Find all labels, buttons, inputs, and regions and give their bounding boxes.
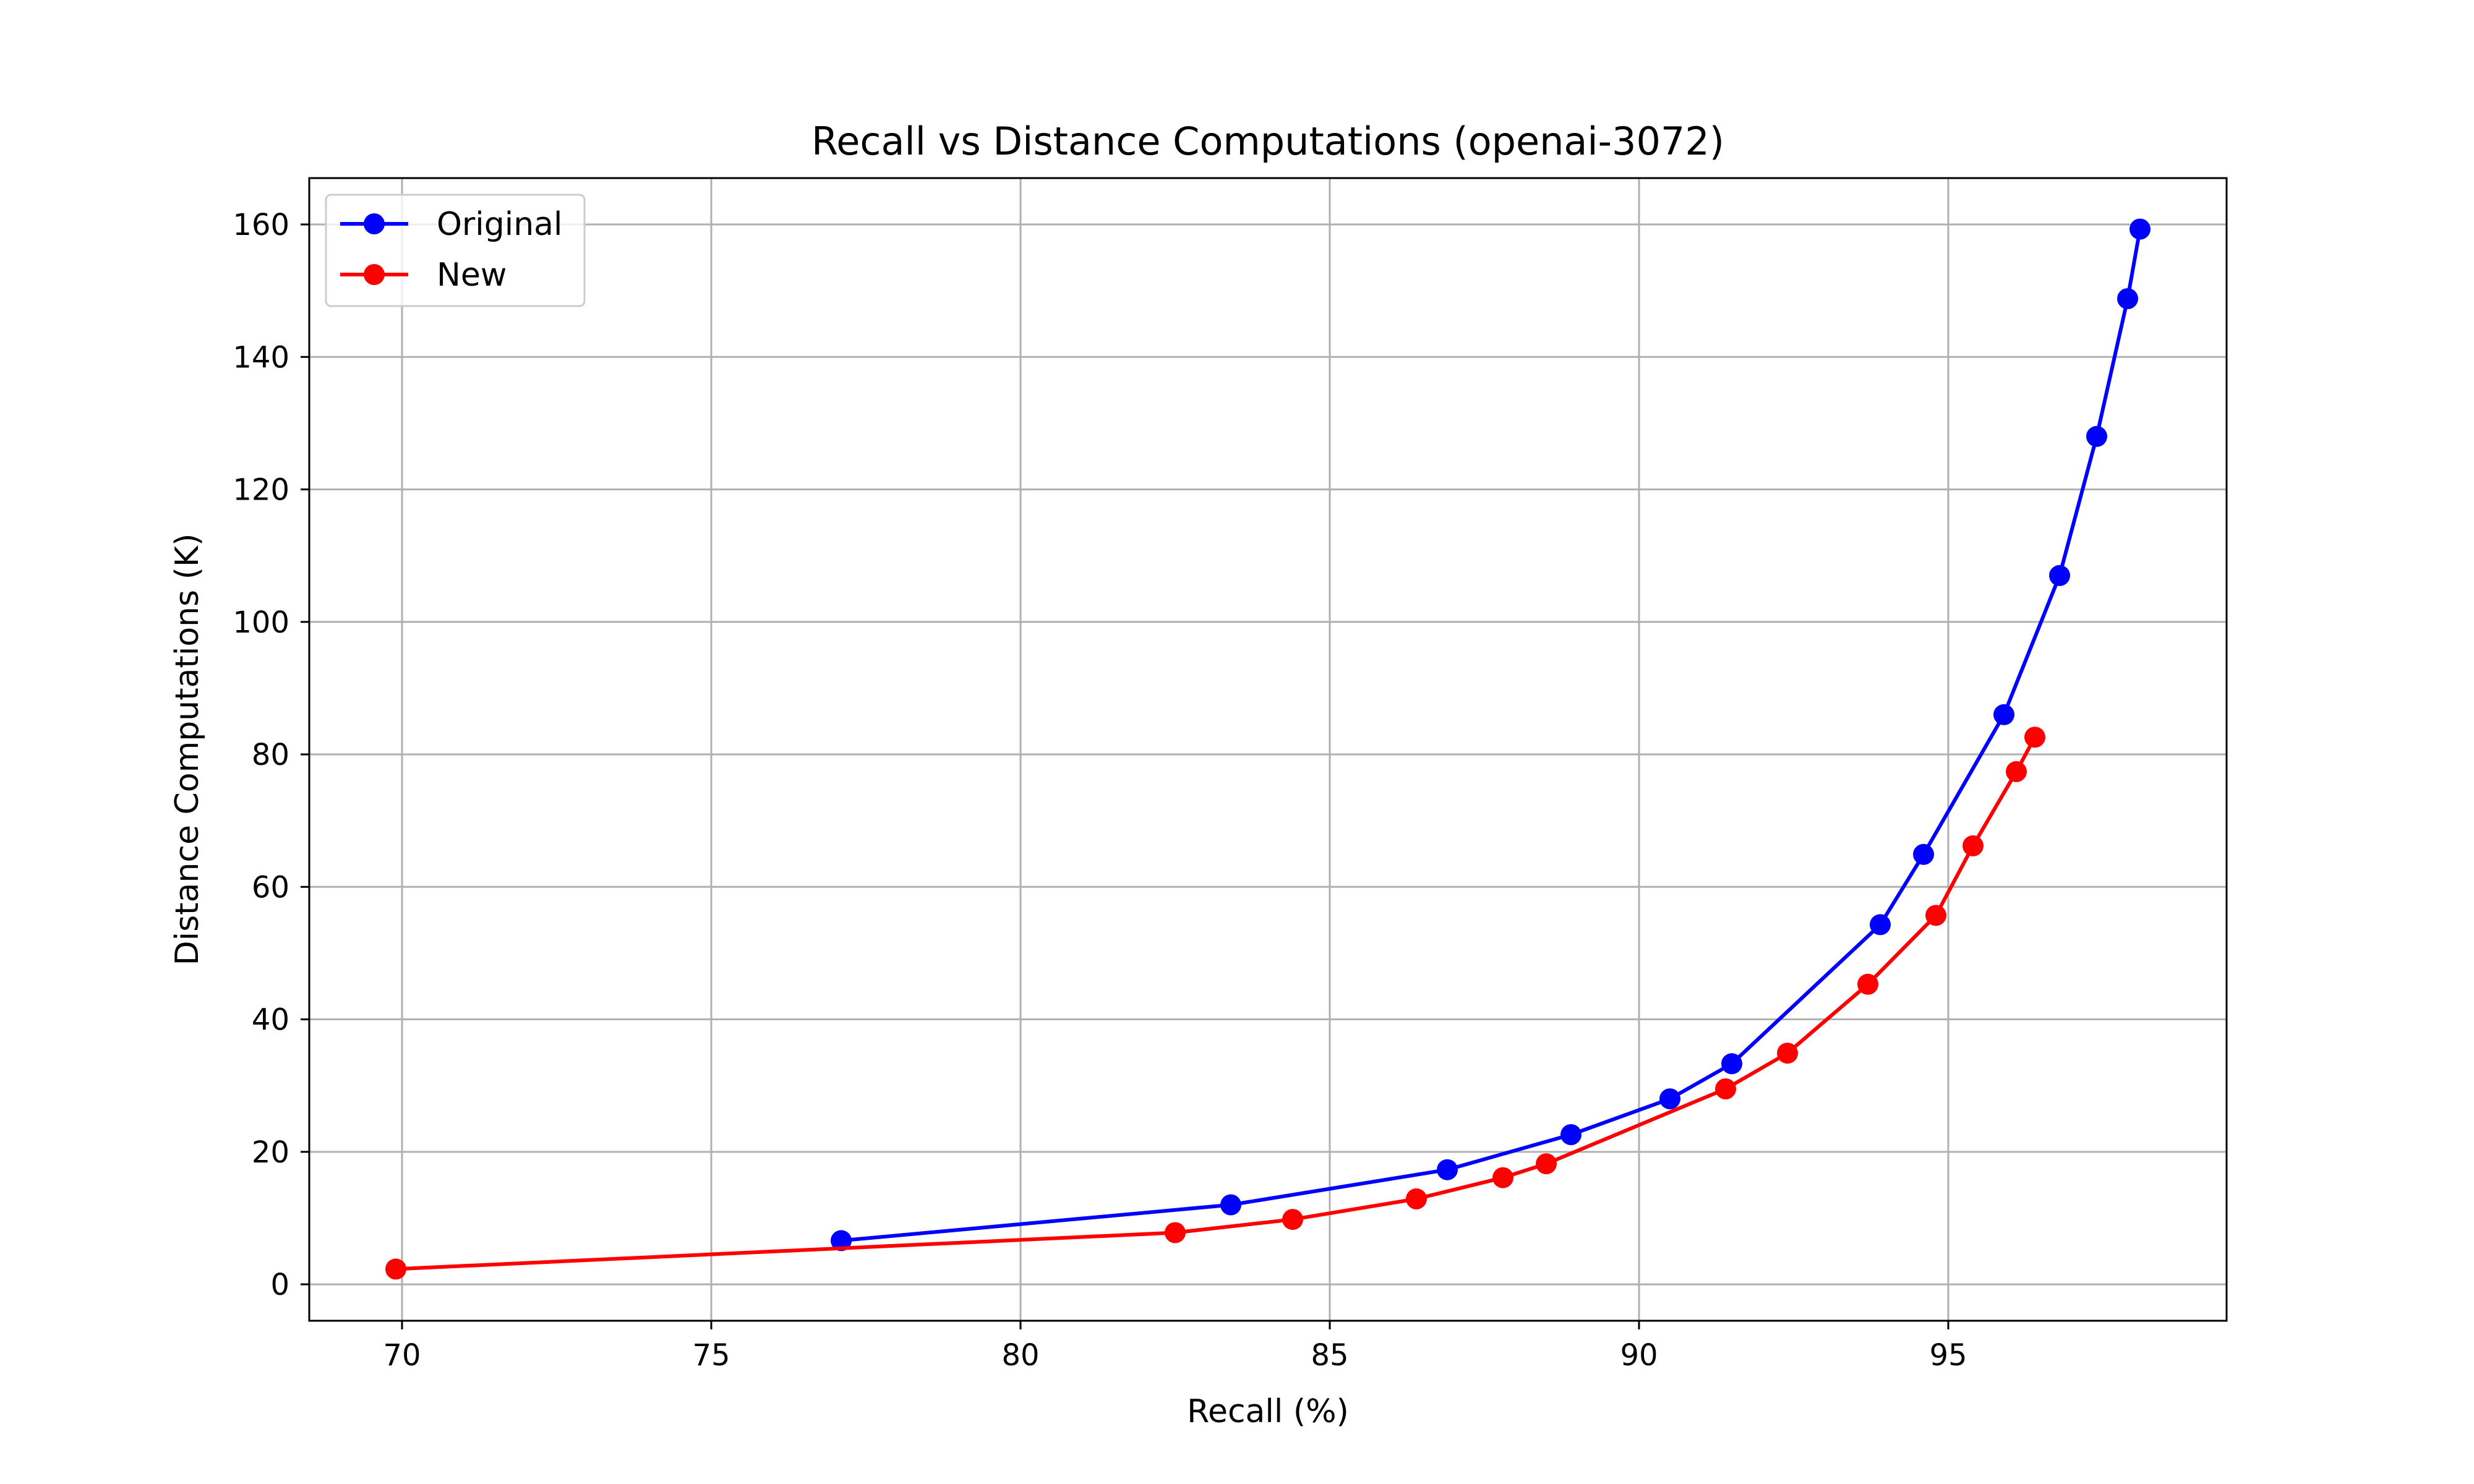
data-point-original (1220, 1194, 1241, 1216)
legend: Original New (325, 194, 586, 307)
data-point-original (1913, 843, 1934, 865)
data-point-original (831, 1230, 852, 1252)
data-point-new (1857, 973, 1878, 995)
legend-marker-original (364, 213, 385, 234)
data-point-original (2049, 565, 2070, 586)
data-point-original (1560, 1124, 1582, 1145)
data-point-new (1282, 1209, 1303, 1230)
legend-marker-new (364, 264, 385, 285)
x-tick-label: 90 (1620, 1338, 1658, 1373)
data-point-new (2024, 727, 2045, 748)
data-point-original (1993, 704, 2014, 725)
legend-label-original: Original (437, 206, 562, 243)
y-tick-label: 100 (233, 605, 289, 640)
y-tick-label: 0 (270, 1268, 289, 1302)
plot-frame (308, 177, 2228, 1322)
data-point-new (2006, 761, 2027, 782)
data-point-new (1715, 1078, 1736, 1099)
data-point-original (2129, 218, 2151, 240)
data-point-new (1536, 1153, 1557, 1175)
data-point-new (385, 1258, 406, 1280)
y-tick-label: 40 (252, 1003, 289, 1038)
data-point-new (1925, 905, 1946, 926)
x-tick-label: 80 (1001, 1338, 1039, 1373)
series-new (385, 727, 2045, 1280)
x-tick-label: 70 (383, 1338, 421, 1373)
data-point-new (1165, 1222, 1186, 1243)
x-tick-label: 95 (1929, 1338, 1967, 1373)
y-tick-label: 60 (252, 870, 289, 905)
y-tick-label: 120 (233, 473, 289, 508)
data-point-new (1492, 1167, 1513, 1188)
series-original (831, 218, 2151, 1252)
x-tick-label: 85 (1311, 1338, 1348, 1373)
x-tick-label: 75 (692, 1338, 730, 1373)
y-tick-label: 20 (252, 1135, 289, 1170)
data-point-new (1406, 1188, 1427, 1209)
y-tick-label: 160 (233, 208, 289, 242)
chart-title: Recall vs Distance Computations (openai-… (811, 119, 1724, 164)
data-point-original (2086, 425, 2107, 447)
data-point-original (2117, 288, 2138, 309)
data-point-original (1870, 914, 1891, 936)
data-point-original (1659, 1088, 1680, 1110)
grid (309, 178, 2227, 1321)
y-axis-title: Distance Computations (K) (169, 534, 206, 966)
legend-label-new: New (437, 257, 507, 294)
data-point-new (1777, 1043, 1798, 1064)
axis-ticks: 70 75 80 85 90 95 0 20 40 60 80 100 120 140 160 (233, 208, 1967, 1373)
legend-item-original: Original (340, 206, 562, 243)
y-tick-label: 140 (233, 340, 289, 375)
legend-item-new: New (340, 257, 507, 294)
plot-series (385, 218, 2151, 1280)
data-point-original (1721, 1053, 1742, 1075)
data-point-new (1963, 835, 1984, 856)
y-tick-label: 80 (252, 738, 289, 772)
x-axis-title: Recall (%) (1187, 1393, 1349, 1430)
data-point-original (1437, 1159, 1458, 1180)
